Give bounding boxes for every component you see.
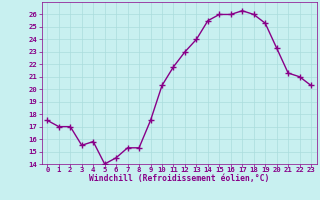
X-axis label: Windchill (Refroidissement éolien,°C): Windchill (Refroidissement éolien,°C) <box>89 174 269 183</box>
